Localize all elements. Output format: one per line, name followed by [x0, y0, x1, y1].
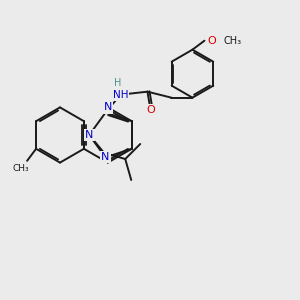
Text: O: O [208, 36, 216, 46]
Text: N: N [101, 152, 110, 162]
Text: CH₃: CH₃ [13, 164, 29, 173]
Text: O: O [146, 105, 155, 115]
Text: CH₃: CH₃ [224, 36, 242, 46]
Text: N: N [85, 130, 93, 140]
Text: N: N [103, 102, 112, 112]
Text: H: H [114, 78, 121, 88]
Text: NH: NH [113, 90, 128, 100]
